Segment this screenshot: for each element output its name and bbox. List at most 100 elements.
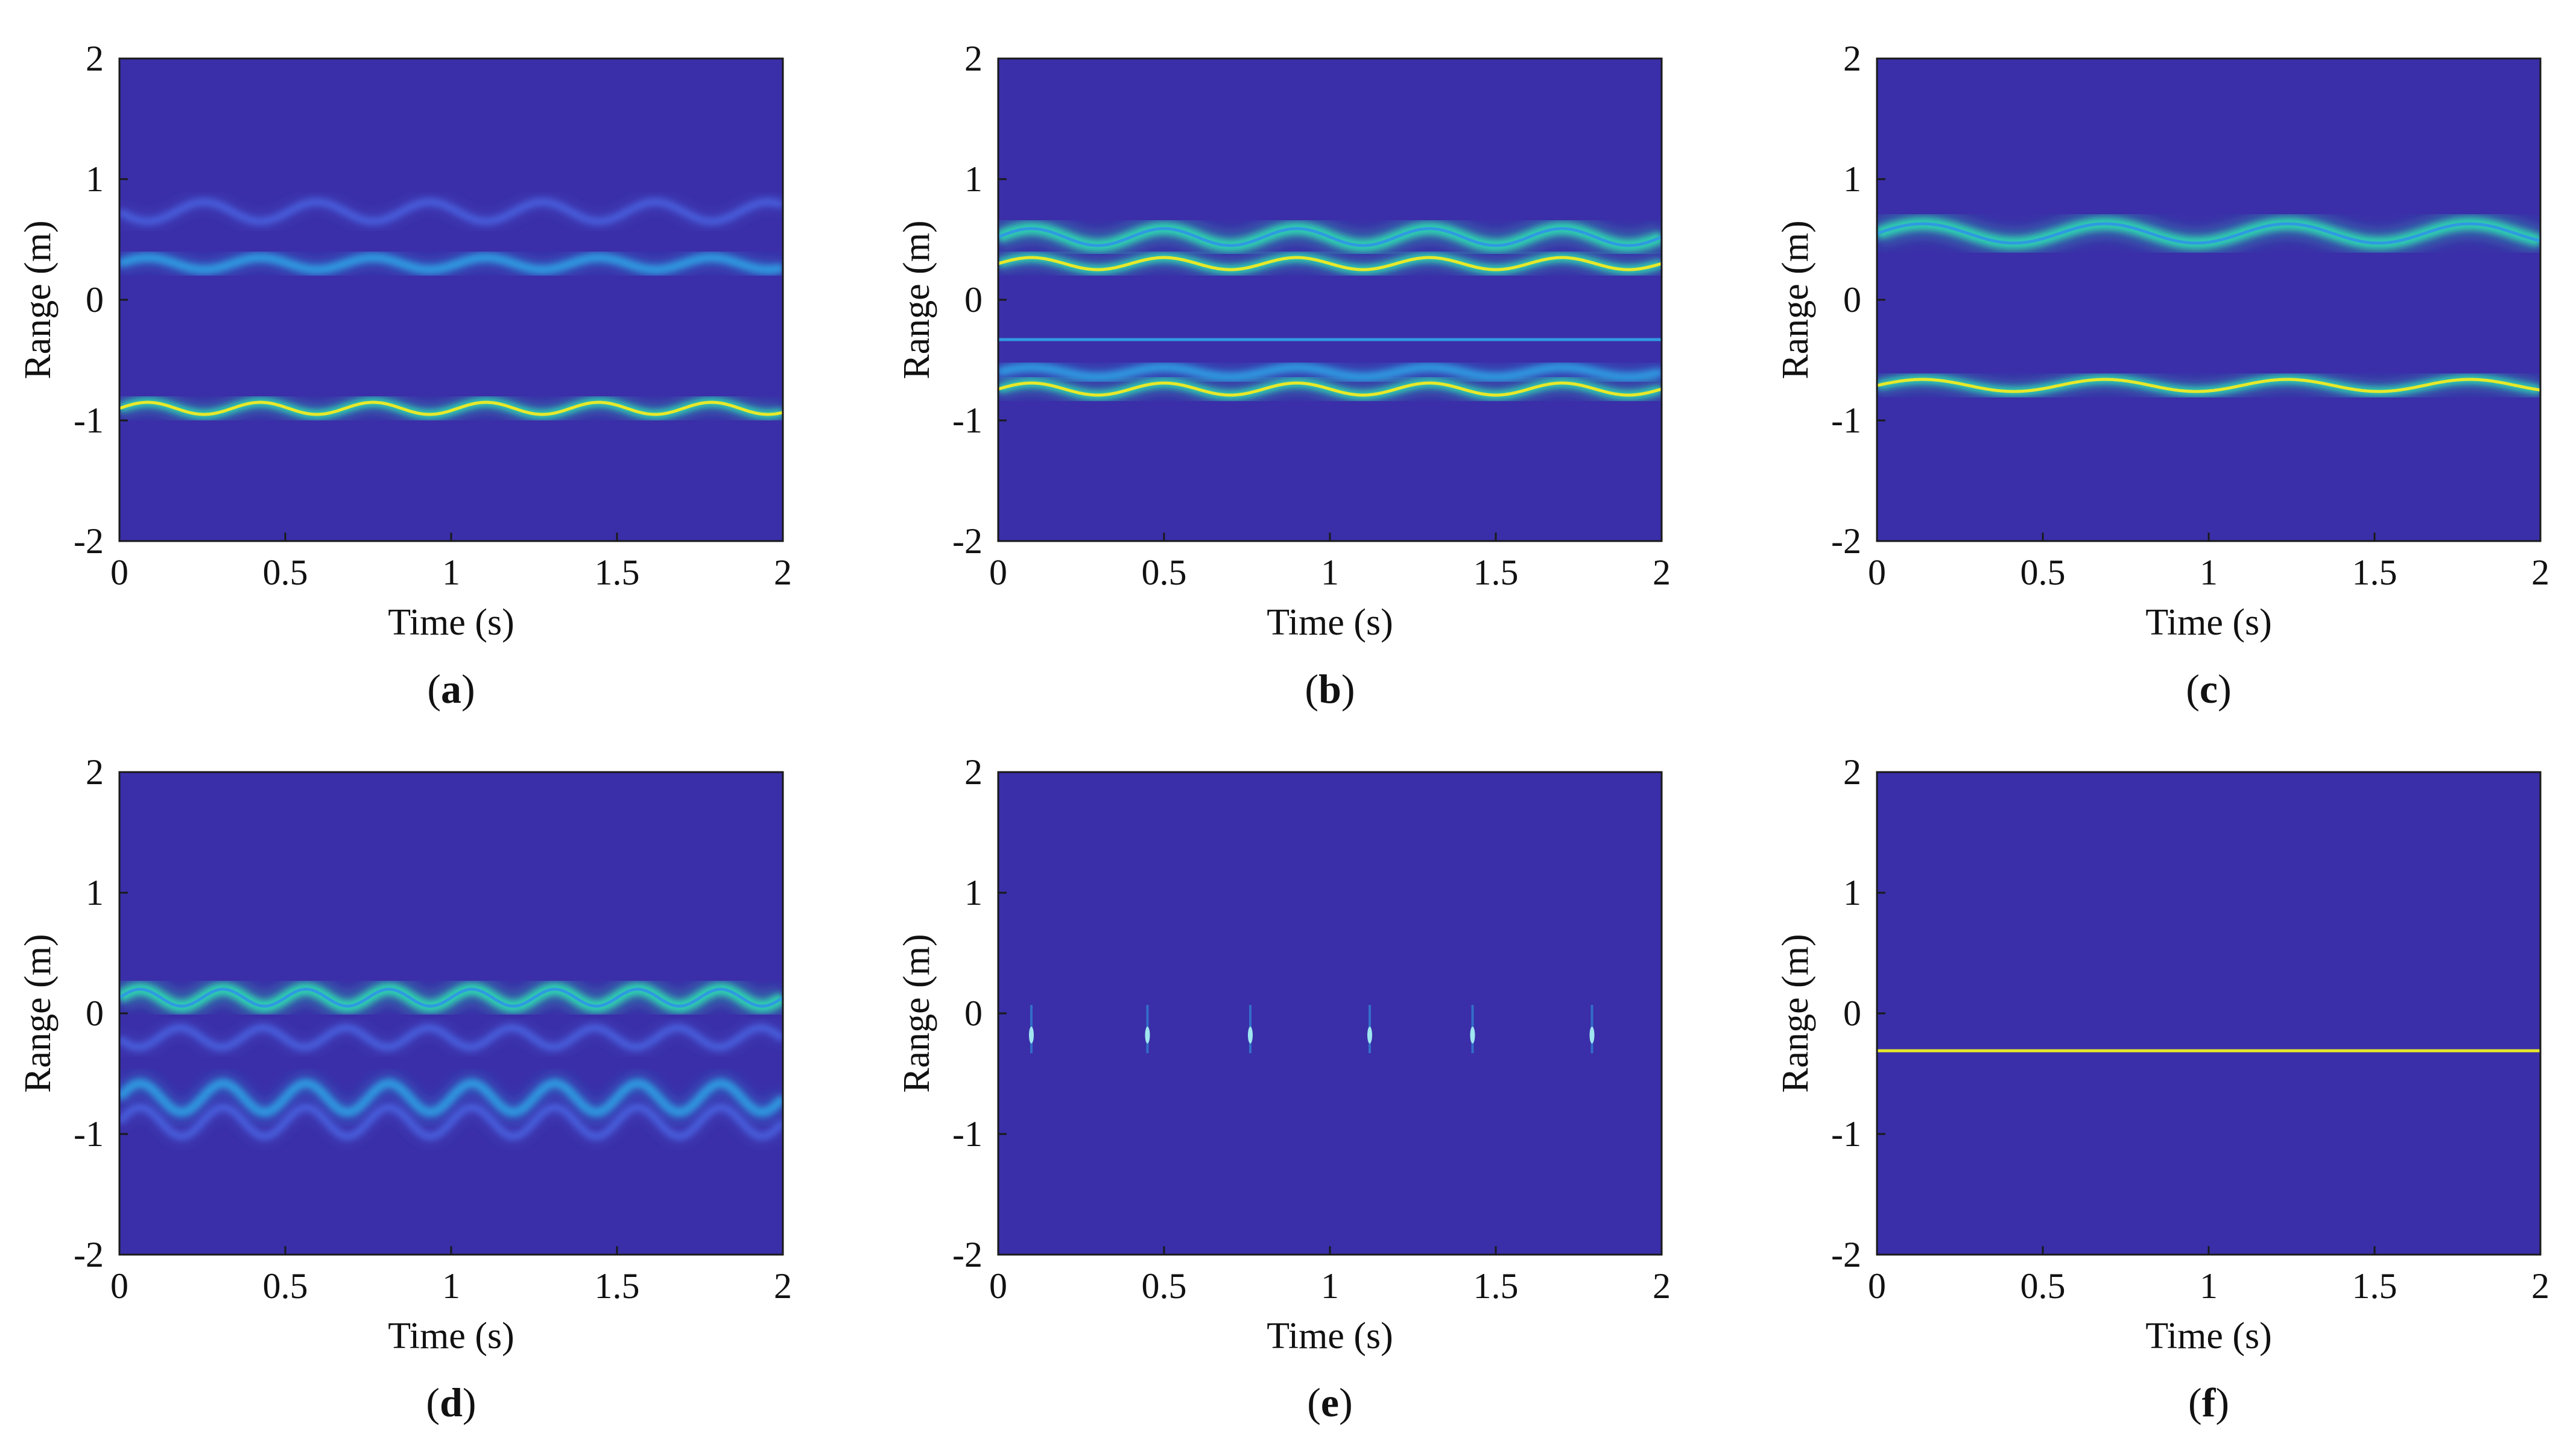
x-tick-label: 0 [989, 1266, 1007, 1306]
x-tick-label: 2 [2531, 1266, 2549, 1306]
trace-line [119, 1104, 783, 1139]
y-tick-label: 1 [964, 873, 983, 913]
y-tick-label: 2 [964, 39, 983, 78]
y-tick-label: 2 [86, 752, 104, 792]
plot-background [998, 772, 1662, 1255]
y-tick-label: 0 [86, 280, 104, 320]
y-tick-label: 0 [1843, 993, 1861, 1033]
y-tick-label: 2 [1843, 752, 1861, 792]
x-tick-label: 1 [2200, 1266, 2218, 1306]
x-axis-label: Time (s) [1267, 1316, 1393, 1357]
panel-d: 0 0.5 1 1.5 2 2 1 0 -1 -2 Time (s) Range (m) (d) [17, 752, 792, 1425]
panel-caption: (a) [427, 666, 475, 712]
x-tick-label: 1.5 [2352, 553, 2397, 592]
y-tick-label: 0 [964, 993, 983, 1033]
x-tick-label: 0 [989, 553, 1007, 592]
y-tick-label: 2 [1843, 39, 1861, 78]
y-tick-label: -1 [1831, 1114, 1861, 1154]
panel-f: 0 0.5 1 1.5 2 2 1 0 -1 -2 Time (s) Range (m) (f) [1775, 752, 2549, 1425]
x-tick-label: 0.5 [1142, 553, 1187, 592]
trace-peak [998, 227, 1662, 247]
y-tick-label: -1 [74, 1114, 104, 1154]
y-axis-label: Range (m) [17, 934, 59, 1092]
x-tick-label: 0.5 [2021, 553, 2066, 592]
trace-peak [998, 381, 1662, 397]
y-tick-label: -1 [952, 1114, 983, 1154]
x-tick-label: 0 [110, 1266, 128, 1306]
y-axis-label: Range (m) [896, 934, 937, 1092]
x-tick-label: 0.5 [1142, 1266, 1187, 1306]
x-tick-label: 1 [1321, 1266, 1339, 1306]
x-axis-label: Time (s) [1267, 602, 1393, 643]
x-axis-label: Time (s) [388, 1316, 514, 1357]
x-tick-label: 1.5 [1473, 553, 1519, 592]
panel-caption: (e) [1307, 1379, 1353, 1425]
x-tick-label: 2 [1653, 1266, 1671, 1306]
trace-line [119, 198, 783, 225]
y-tick-label: 0 [1843, 280, 1861, 320]
x-axis-label: Time (s) [2145, 602, 2272, 643]
trace-line [119, 253, 783, 274]
y-tick-label: -1 [952, 401, 983, 440]
y-tick-label: 1 [964, 159, 983, 199]
plot-background [998, 59, 1662, 541]
spike-peak [1029, 1027, 1034, 1044]
y-axis-label: Range (m) [1775, 220, 1816, 379]
panel-caption: (c) [2186, 666, 2232, 712]
spike-peak [1589, 1027, 1595, 1044]
x-tick-label: 2 [774, 1266, 792, 1306]
x-tick-label: 0.5 [2021, 1266, 2066, 1306]
x-tick-label: 0 [1868, 553, 1886, 592]
x-tick-label: 0.5 [263, 1266, 308, 1306]
y-tick-label: -2 [74, 1235, 104, 1275]
spike-peak [1367, 1027, 1372, 1044]
x-tick-label: 1.5 [1473, 1266, 1519, 1306]
y-tick-label: 0 [964, 280, 983, 320]
y-tick-label: -2 [74, 521, 104, 561]
spike-peak [1470, 1027, 1475, 1044]
y-tick-label: -2 [1831, 521, 1861, 561]
trace-peak [998, 256, 1662, 271]
trace-line [119, 1079, 783, 1117]
y-tick-label: 1 [86, 159, 104, 199]
y-axis-label: Range (m) [1775, 934, 1816, 1092]
y-tick-label: -2 [952, 521, 983, 561]
trace-peak [119, 401, 783, 416]
panel-c: 0 0.5 1 1.5 2 2 1 0 -1 -2 Time (s) Range (m) (c) [1775, 39, 2549, 712]
y-tick-label: -1 [74, 401, 104, 440]
y-tick-label: 2 [86, 39, 104, 78]
x-tick-label: 1 [1321, 553, 1339, 592]
trace-peak [1877, 378, 2540, 393]
x-tick-label: 1.5 [595, 553, 640, 592]
y-tick-label: -2 [1831, 1235, 1861, 1275]
y-tick-label: 0 [86, 993, 104, 1033]
x-axis-label: Time (s) [388, 602, 514, 643]
y-tick-label: 2 [964, 752, 983, 792]
x-tick-label: 1.5 [2352, 1266, 2397, 1306]
y-tick-label: 1 [86, 873, 104, 913]
panel-a: 0 0.5 1 1.5 2 2 1 0 -1 -2 Time (s) Range (m) (a) [17, 39, 792, 712]
y-axis-label: Range (m) [17, 220, 59, 379]
trace-peak [1877, 222, 2540, 245]
y-tick-label: -1 [1831, 401, 1861, 440]
y-tick-label: 1 [1843, 873, 1861, 913]
trace-line [119, 1025, 783, 1050]
panel-caption: (d) [426, 1379, 476, 1425]
x-tick-label: 0 [110, 553, 128, 592]
x-tick-label: 2 [774, 553, 792, 592]
spike-peak [1248, 1027, 1253, 1044]
panel-b: 0 0.5 1 1.5 2 2 1 0 -1 -2 Time (s) Range (m) (b) [896, 39, 1671, 712]
y-tick-label: -2 [952, 1235, 983, 1275]
plot-background [119, 59, 783, 541]
plot-background [1877, 772, 2540, 1255]
x-tick-label: 2 [2531, 553, 2549, 592]
x-tick-label: 0.5 [263, 553, 308, 592]
x-tick-label: 2 [1653, 553, 1671, 592]
x-tick-label: 1 [2200, 553, 2218, 592]
plot-background [1877, 59, 2540, 541]
trace-peak [119, 987, 783, 1008]
x-tick-label: 1 [442, 1266, 460, 1306]
panel-caption: (b) [1305, 666, 1355, 712]
panel-e: 0 0.5 1 1.5 2 2 1 0 -1 -2 Time (s) Range (m) (e) [896, 752, 1671, 1425]
